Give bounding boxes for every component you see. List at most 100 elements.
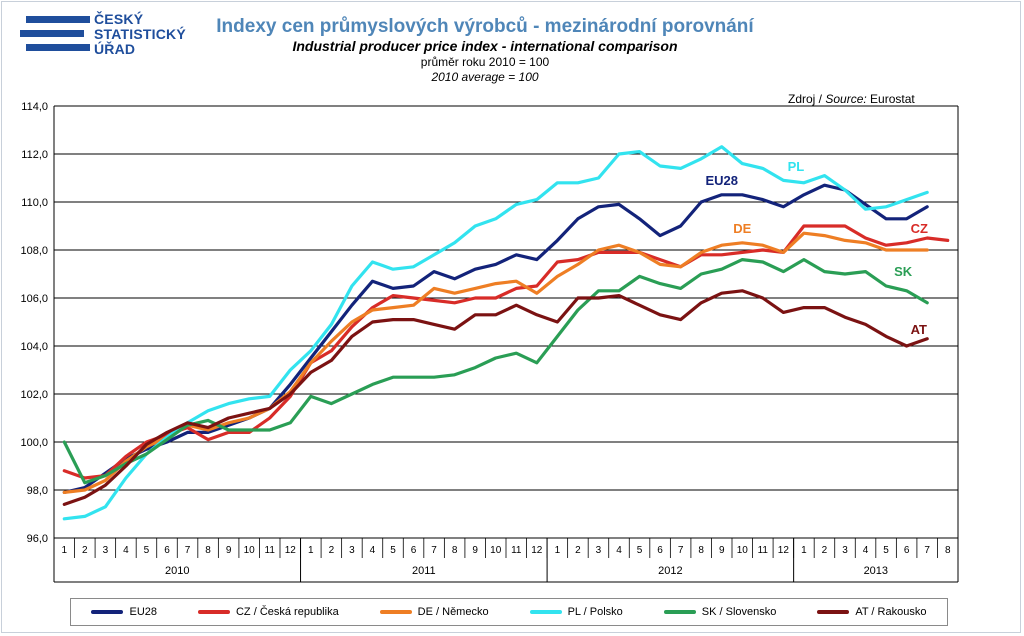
legend-label: SK / Slovensko bbox=[701, 606, 777, 618]
legend-label: PL / Polsko bbox=[567, 606, 623, 618]
x-month-label: 5 bbox=[390, 545, 396, 556]
series-line-de bbox=[62, 231, 929, 494]
series-line-cz bbox=[62, 224, 950, 480]
x-month-label: 12 bbox=[778, 545, 790, 556]
x-month-label: 9 bbox=[226, 545, 232, 556]
y-tick-label: 96,0 bbox=[27, 533, 48, 545]
series-line-sk bbox=[62, 258, 929, 485]
x-month-label: 1 bbox=[61, 545, 67, 556]
x-month-label: 11 bbox=[758, 545, 769, 556]
x-month-label: 7 bbox=[678, 545, 684, 556]
legend-swatch bbox=[529, 610, 562, 614]
x-month-label: 2 bbox=[822, 545, 828, 556]
source-note: Zdroj / Source: Eurostat bbox=[788, 92, 915, 106]
legend-label: EU28 bbox=[129, 606, 158, 618]
x-month-label: 6 bbox=[657, 545, 663, 556]
logo-line-2: STATISTICKÝ bbox=[94, 26, 186, 42]
legend-swatch bbox=[663, 610, 696, 614]
x-month-label: 7 bbox=[431, 545, 437, 556]
x-month-label: 12 bbox=[531, 545, 543, 556]
x-month-label: 10 bbox=[244, 545, 256, 556]
series-line-eu28 bbox=[62, 183, 929, 494]
x-month-label: 5 bbox=[144, 545, 150, 556]
x-month-label: 7 bbox=[185, 545, 191, 556]
y-tick-label: 98,0 bbox=[27, 485, 48, 497]
series-label-sk: SK bbox=[894, 264, 913, 279]
y-tick-label: 112,0 bbox=[21, 149, 48, 161]
x-month-label: 11 bbox=[511, 545, 522, 556]
x-month-label: 2 bbox=[575, 545, 581, 556]
x-month-label: 9 bbox=[719, 545, 725, 556]
x-year-label: 2013 bbox=[864, 565, 888, 577]
x-month-label: 3 bbox=[596, 545, 602, 556]
legend-item: AT / Rakousko bbox=[817, 606, 926, 618]
series-label-eu28: EU28 bbox=[705, 173, 738, 188]
x-month-label: 3 bbox=[842, 545, 848, 556]
x-month-label: 8 bbox=[205, 545, 211, 556]
y-tick-label: 108,0 bbox=[20, 245, 48, 257]
source-value: Eurostat bbox=[866, 92, 915, 106]
x-month-label: 5 bbox=[883, 545, 889, 556]
x-month-label: 5 bbox=[637, 545, 643, 556]
x-month-label: 2 bbox=[82, 545, 88, 556]
x-month-label: 6 bbox=[164, 545, 170, 556]
x-month-label: 10 bbox=[490, 545, 502, 556]
legend-item: DE / Německo bbox=[379, 606, 489, 618]
series-line-pl bbox=[62, 145, 929, 521]
legend-label: CZ / Česká republika bbox=[235, 606, 339, 618]
x-month-label: 11 bbox=[265, 545, 276, 556]
logo-line-1: ČESKÝ bbox=[94, 11, 144, 27]
y-tick-label: 110,0 bbox=[21, 197, 48, 209]
x-year-label: 2010 bbox=[165, 565, 189, 577]
legend-label: DE / Německo bbox=[417, 606, 489, 618]
x-month-label: 8 bbox=[945, 545, 951, 556]
x-month-label: 6 bbox=[904, 545, 910, 556]
x-month-label: 1 bbox=[555, 545, 561, 556]
chart-subtitle-en: 2010 average = 100 bbox=[431, 70, 539, 84]
legend-swatch bbox=[379, 610, 412, 614]
x-month-label: 8 bbox=[452, 545, 458, 556]
x-month-label: 12 bbox=[285, 545, 297, 556]
x-month-label: 10 bbox=[737, 545, 749, 556]
logo-text: ČESKÝ STATISTICKÝ ÚŘAD bbox=[94, 12, 186, 57]
source-prefix: Zdroj / bbox=[788, 92, 826, 106]
x-month-label: 1 bbox=[308, 545, 314, 556]
x-month-label: 8 bbox=[698, 545, 704, 556]
chart-title-en: Industrial producer price index - intern… bbox=[292, 38, 678, 54]
legend-swatch bbox=[91, 610, 124, 614]
chart-title-cz: Indexy cen průmyslových výrobců - meziná… bbox=[216, 16, 754, 37]
czso-logo: ČESKÝ STATISTICKÝ ÚŘAD bbox=[20, 12, 186, 58]
y-tick-label: 100,0 bbox=[20, 437, 48, 449]
logo-line-3: ÚŘAD bbox=[94, 41, 136, 57]
x-month-label: 7 bbox=[924, 545, 930, 556]
x-month-label: 3 bbox=[103, 545, 109, 556]
y-tick-label: 104,0 bbox=[20, 341, 48, 353]
y-tick-label: 114,0 bbox=[21, 101, 48, 113]
legend-item: EU28 bbox=[91, 606, 157, 618]
logo-bars-icon bbox=[20, 16, 90, 51]
legend-swatch bbox=[197, 610, 230, 614]
x-month-label: 4 bbox=[616, 545, 622, 556]
chart-subtitle-cz: průměr roku 2010 = 100 bbox=[420, 55, 550, 69]
series-label-pl: PL bbox=[788, 159, 805, 174]
x-year-label: 2012 bbox=[658, 565, 682, 577]
series-label-cz: CZ bbox=[911, 221, 928, 236]
x-month-label: 4 bbox=[863, 545, 869, 556]
x-month-label: 6 bbox=[411, 545, 417, 556]
legend-swatch bbox=[817, 610, 850, 614]
x-month-label: 1 bbox=[801, 545, 807, 556]
x-month-label: 9 bbox=[472, 545, 478, 556]
y-tick-label: 102,0 bbox=[20, 389, 48, 401]
series-label-at: AT bbox=[911, 322, 927, 337]
series-line-at bbox=[62, 289, 929, 506]
y-tick-label: 106,0 bbox=[20, 293, 48, 305]
x-month-label: 2 bbox=[329, 545, 335, 556]
source-label: Source: bbox=[825, 92, 867, 106]
x-month-label: 3 bbox=[349, 545, 355, 556]
chart-legend: EU28 CZ / Česká republika DE / Německo PL /… bbox=[70, 598, 948, 626]
legend-label: AT / Rakousko bbox=[855, 606, 927, 618]
legend-item: SK / Slovensko bbox=[663, 606, 777, 618]
x-year-label: 2011 bbox=[412, 565, 436, 577]
x-month-label: 4 bbox=[370, 545, 376, 556]
